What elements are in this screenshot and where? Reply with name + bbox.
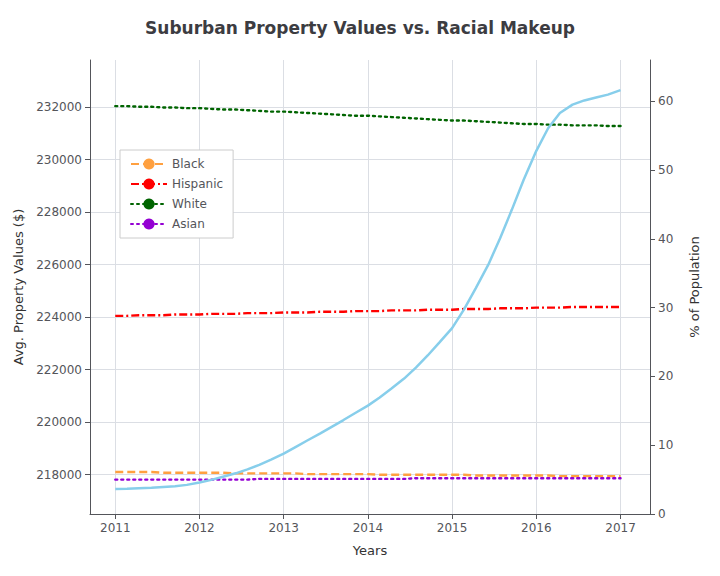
svg-text:2016: 2016 bbox=[521, 521, 552, 535]
svg-text:White: White bbox=[172, 197, 207, 211]
svg-text:2017: 2017 bbox=[605, 521, 636, 535]
svg-text:60: 60 bbox=[658, 94, 673, 108]
svg-text:Asian: Asian bbox=[172, 217, 205, 231]
svg-text:2014: 2014 bbox=[353, 521, 384, 535]
svg-text:228000: 228000 bbox=[36, 205, 82, 219]
svg-text:50: 50 bbox=[658, 163, 673, 177]
svg-text:222000: 222000 bbox=[36, 363, 82, 377]
svg-text:40: 40 bbox=[658, 232, 673, 246]
svg-text:226000: 226000 bbox=[36, 258, 82, 272]
svg-text:Years: Years bbox=[352, 543, 388, 558]
svg-text:224000: 224000 bbox=[36, 310, 82, 324]
svg-text:220000: 220000 bbox=[36, 415, 82, 429]
svg-text:2012: 2012 bbox=[184, 521, 215, 535]
svg-text:2015: 2015 bbox=[437, 521, 468, 535]
svg-text:Hispanic: Hispanic bbox=[172, 177, 223, 191]
svg-text:218000: 218000 bbox=[36, 468, 82, 482]
svg-text:20: 20 bbox=[658, 369, 673, 383]
svg-text:Black: Black bbox=[172, 157, 205, 171]
svg-text:30: 30 bbox=[658, 301, 673, 315]
svg-text:Suburban Property Values vs. R: Suburban Property Values vs. Racial Make… bbox=[145, 18, 575, 38]
svg-text:0: 0 bbox=[658, 507, 666, 521]
svg-text:% of Population: % of Population bbox=[687, 236, 702, 337]
svg-text:230000: 230000 bbox=[36, 153, 82, 167]
svg-text:10: 10 bbox=[658, 438, 673, 452]
svg-text:232000: 232000 bbox=[36, 100, 82, 114]
svg-text:2013: 2013 bbox=[268, 521, 299, 535]
svg-text:2011: 2011 bbox=[100, 521, 131, 535]
svg-text:Avg. Property Values ($): Avg. Property Values ($) bbox=[11, 209, 26, 366]
